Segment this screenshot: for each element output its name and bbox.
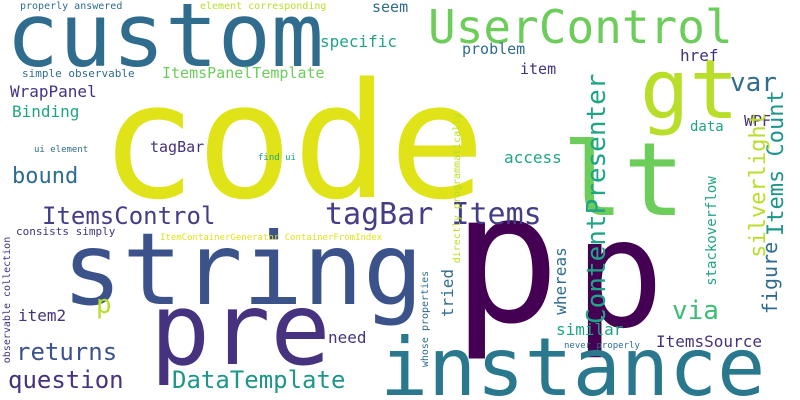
word-stackoverflow: stackoverflow: [704, 176, 720, 286]
word-directly-programmatically: directly programmatically: [452, 112, 463, 264]
word-itemscontrol: ItemsControl: [42, 202, 216, 230]
word-via: via: [672, 296, 719, 326]
word-simple-observable: simple observable: [22, 67, 135, 80]
word-need: need: [328, 328, 367, 347]
word-wrappanel: WrapPanel: [10, 82, 97, 101]
word-p-second: p: [574, 188, 665, 362]
word-lt: lt: [562, 121, 685, 240]
word-never-properly: never properly: [564, 341, 640, 351]
word-itemcontainergenerator: ItemContainerGenerator ContainerFromInde…: [160, 233, 383, 243]
word-specific: specific: [320, 32, 398, 51]
word-whose-properties: whose properties: [420, 270, 431, 368]
word-gt: gt: [640, 43, 739, 138]
word-returns: returns: [16, 338, 118, 366]
word-p-large: p: [452, 155, 561, 364]
word-element-corresponding: element corresponding: [200, 1, 327, 12]
word-binding: Binding: [12, 102, 80, 121]
word-properly-answered: properly answered: [20, 1, 123, 12]
word-tagbar-items: tagBar Items: [325, 197, 542, 232]
word-contentpresenter: ContentPresenter: [582, 73, 612, 324]
word-href: href: [680, 46, 719, 65]
word-tagbar: tagBar: [150, 138, 205, 156]
word-whereas: whereas: [551, 247, 570, 315]
word-code: code: [100, 48, 486, 235]
word-similar: similar: [556, 320, 624, 339]
word-problem: problem: [462, 40, 526, 58]
word-figure: figure: [758, 241, 782, 315]
word-usercontrol: UserControl: [428, 0, 733, 54]
word-string: string: [62, 211, 424, 328]
word-wpf: WPF: [744, 112, 772, 130]
word-seem: seem: [372, 0, 409, 16]
word-instance: instance: [380, 321, 766, 400]
word-ui-element: ui element: [34, 145, 89, 155]
word-find-ui: find ui: [258, 153, 296, 163]
word-item2: item2: [18, 306, 67, 325]
word-observable-collection: observable collection: [2, 236, 13, 364]
word-datatemplate: DataTemplate: [172, 366, 346, 394]
word-itemspaneltemplate: ItemsPanelTemplate: [162, 64, 325, 82]
word-item: item: [520, 60, 557, 78]
word-access: access: [504, 148, 562, 167]
word-itemssource: ItemsSource: [656, 332, 762, 351]
word-custom: custom: [6, 0, 324, 87]
word-data: data: [690, 119, 724, 135]
word-question: question: [8, 366, 124, 394]
word-pre: pre: [150, 271, 331, 388]
word-var: var: [730, 68, 777, 98]
word-bound: bound: [12, 164, 79, 189]
word-consists-simply: consists simply: [16, 225, 116, 238]
word-p-small: p: [96, 290, 112, 320]
